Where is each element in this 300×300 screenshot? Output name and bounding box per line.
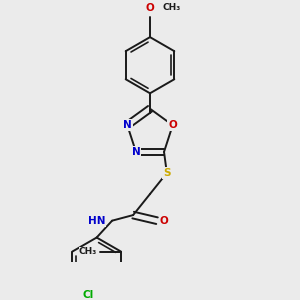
Text: CH₃: CH₃ <box>163 3 181 12</box>
Text: Cl: Cl <box>83 290 94 300</box>
Text: HN: HN <box>88 216 105 226</box>
Text: N: N <box>132 147 140 157</box>
Text: N: N <box>123 120 132 130</box>
Text: O: O <box>146 3 154 13</box>
Text: O: O <box>160 216 168 226</box>
Text: O: O <box>168 120 177 130</box>
Text: S: S <box>163 168 171 178</box>
Text: CH₃: CH₃ <box>79 247 97 256</box>
